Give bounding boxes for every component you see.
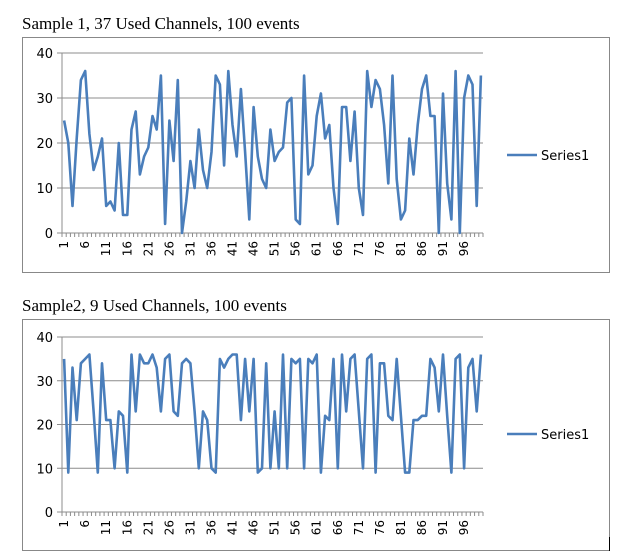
chart1-x-tick-label: 1 [57,241,71,249]
chart2-x-tick-label: 26 [162,520,176,535]
chart1-x-tick-label: 51 [268,241,282,256]
chart2-x-tick-label: 71 [352,520,366,535]
chart2-y-tick-label: 20 [36,419,53,434]
corner-mark [609,537,610,551]
chart1-x-tick-label: 36 [204,241,218,256]
chart1-x-tick-label: 41 [226,241,240,256]
chart1-x-tick-label: 16 [120,241,134,256]
chart1-x-tick-label: 21 [141,241,155,256]
chart1-x-tick-label: 86 [415,241,429,256]
chart1-x-tick-label: 81 [394,241,408,256]
chart1-x-tick-label: 11 [99,241,113,256]
chart2-x-tick-label: 1 [57,520,71,528]
chart2-x-tick-label: 31 [183,520,197,535]
chart1-x-tick-label: 96 [457,241,471,256]
chart2-x-tick-label: 11 [99,520,113,535]
chart2-x-tick-label: 91 [436,520,450,535]
chart1-x-tick-label: 66 [331,241,345,256]
chart1-x-tick-label: 71 [352,241,366,256]
chart1-y-tick-label: 40 [36,47,53,62]
chart2-x-tick-label: 16 [120,520,134,535]
chart2-x-tick-label: 41 [226,520,240,535]
chart1-y-tick-label: 10 [36,182,53,197]
chart2-x-tick-label: 21 [141,520,155,535]
chart1-x-tick-label: 46 [247,241,261,256]
chart2-y-tick-label: 10 [36,462,53,477]
chart2-x-tick-label: 56 [289,520,303,535]
chart1-title: Sample 1, 37 Used Channels, 100 events [22,14,300,33]
chart1-x-tick-label: 26 [162,241,176,256]
chart2-x-tick-label: 36 [204,520,218,535]
chart1-x-tick-label: 6 [78,241,92,249]
chart2-legend-label: Series1 [541,428,589,443]
chart2-y-tick-label: 30 [36,375,53,390]
chart2-x-tick-label: 6 [78,520,92,528]
chart1-y-tick-label: 20 [36,137,53,152]
chart2-x-tick-label: 81 [394,520,408,535]
chart2-x-tick-label: 76 [373,520,387,535]
chart2-x-tick-label: 61 [310,520,324,535]
chart2-title: Sample2, 9 Used Channels, 100 events [22,296,287,315]
chart1-y-tick-label: 30 [36,92,53,107]
chart2-x-tick-label: 46 [247,520,261,535]
chart1-x-tick-label: 31 [183,241,197,256]
chart2-x-tick-label: 96 [457,520,471,535]
chart1-x-tick-label: 91 [436,241,450,256]
chart1-y-tick-label: 0 [45,227,53,242]
chart1-x-tick-label: 56 [289,241,303,256]
chart2-x-tick-label: 86 [415,520,429,535]
chart2-series1-line [62,353,483,474]
chart1-series1-line [62,69,483,235]
chart1-x-tick-label: 76 [373,241,387,256]
chart2-x-tick-label: 51 [268,520,282,535]
chart2-y-tick-label: 40 [36,331,53,346]
chart1-legend-label: Series1 [541,149,589,164]
chart2-y-tick-label: 0 [45,506,53,521]
chart2-x-tick-label: 66 [331,520,345,535]
chart1-x-tick-label: 61 [310,241,324,256]
